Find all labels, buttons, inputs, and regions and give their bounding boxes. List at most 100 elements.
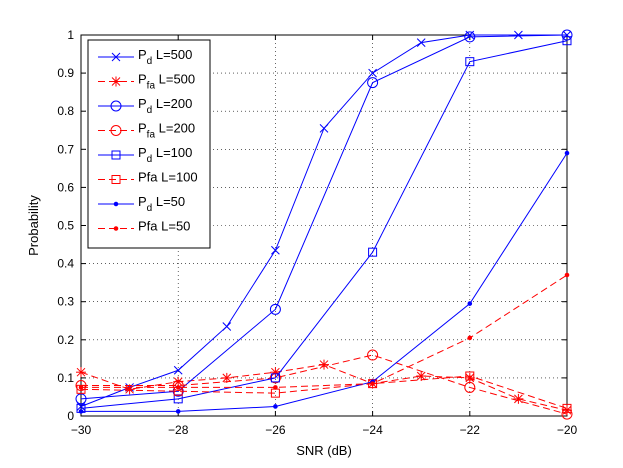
- legend-box: [87, 39, 211, 249]
- legend-swatch-marker: [111, 150, 121, 160]
- data-point: [416, 38, 426, 47]
- data-point: [222, 322, 232, 331]
- legend-label: Pfa L=500: [138, 72, 195, 92]
- series-line: [81, 274, 568, 388]
- data-point: [467, 335, 473, 341]
- legend-label-main: P: [138, 145, 147, 160]
- legend-swatch-marker: [113, 226, 119, 231]
- data-point: [467, 301, 473, 306]
- legend-entry: Pfa L=200: [98, 121, 195, 141]
- data-point: [368, 247, 378, 257]
- data-point: [464, 372, 475, 383]
- legend-swatch-marker: [111, 76, 121, 87]
- data-point: [269, 303, 281, 315]
- series-1: [76, 359, 572, 416]
- legend-label-subscript: d: [147, 203, 153, 214]
- data-point: [78, 385, 84, 390]
- legend-label-rest: L=500: [152, 47, 192, 62]
- data-point: [464, 381, 476, 393]
- legend-label-main: P: [138, 47, 147, 62]
- data-point: [76, 367, 86, 378]
- legend-entry: Pd L=100: [98, 145, 192, 165]
- x-axis-ticks: −30 −28 −26 −24 −22 −20: [71, 35, 578, 437]
- x-tick-label: −30: [71, 423, 92, 437]
- y-tick-label: 0.7: [57, 142, 74, 156]
- series-line: [80, 34, 568, 400]
- x-tick-label: −28: [168, 423, 189, 437]
- legend-entry: Pfa L=100: [98, 170, 198, 185]
- legend-swatch-marker: [110, 100, 122, 112]
- legend-entry: Pfa L=500: [98, 72, 195, 92]
- legend-label: Pd L=100: [138, 145, 192, 165]
- x-tick-label: −22: [460, 423, 481, 437]
- legend-label-rest: L=50: [158, 219, 191, 234]
- x-axis-label: SNR (dB): [296, 443, 352, 458]
- legend-swatch-marker: [111, 52, 121, 62]
- legend-label-main: P: [138, 121, 147, 136]
- data-point: [175, 409, 181, 414]
- y-tick-label: 1: [67, 28, 74, 42]
- y-axis-ticks: 0 0.1 0.2 0.3 0.4 0.5 0.6 0.7 0.8 0.9 1: [57, 28, 567, 423]
- legend-label-rest: L=100: [158, 170, 198, 185]
- data-point: [172, 380, 184, 392]
- legend-entry: Pd L=500: [98, 47, 192, 67]
- legend-label-subscript: d: [147, 56, 153, 67]
- series-line: [81, 152, 568, 412]
- data-point: [465, 371, 475, 381]
- data-point: [561, 29, 573, 41]
- data-point: [564, 272, 570, 278]
- legend-label-rest: L=50: [152, 194, 185, 209]
- legend-entry: Pfa L=50: [98, 219, 190, 234]
- data-point: [562, 403, 572, 413]
- data-point: [513, 393, 524, 404]
- legend-label-rest: L=100: [152, 145, 192, 160]
- y-tick-label: 0.2: [57, 333, 74, 347]
- data-point: [368, 68, 377, 78]
- data-point: [173, 365, 183, 375]
- data-point: [416, 370, 427, 381]
- legend-label-main: P: [138, 96, 147, 111]
- data-point: [562, 36, 572, 46]
- data-point: [175, 385, 181, 390]
- legend-label: Pfa L=100: [138, 170, 198, 185]
- y-tick-label: 0.5: [57, 219, 74, 233]
- legend-entry: Pd L=200: [98, 96, 192, 116]
- y-axis-label: Probability: [26, 195, 41, 256]
- data-point: [319, 123, 329, 133]
- data-point: [75, 393, 87, 405]
- legend-label-main: Pfa: [138, 170, 158, 185]
- data-point: [319, 359, 329, 370]
- legend-label: Pfa L=200: [138, 121, 195, 141]
- series-line: [80, 40, 568, 409]
- series-5: [76, 371, 572, 413]
- legend-swatch-marker: [113, 201, 119, 207]
- x-tick-label: −24: [362, 423, 383, 437]
- legend-label-subscript: fa: [147, 130, 156, 141]
- legend-label: Pd L=200: [138, 96, 192, 116]
- data-point: [271, 245, 280, 255]
- series-group: [75, 29, 573, 420]
- legend-label-rest: L=500: [155, 72, 195, 87]
- legend-label-main: P: [138, 72, 147, 87]
- data-point: [564, 150, 570, 156]
- series-line: [81, 354, 568, 415]
- y-tick-label: 0.3: [57, 295, 74, 309]
- y-tick-label: 0.8: [57, 104, 74, 118]
- x-tick-label: −20: [557, 423, 578, 437]
- legend-label-subscript: d: [147, 154, 153, 165]
- data-point: [75, 380, 87, 392]
- legend-label-subscript: d: [147, 105, 153, 116]
- x-tick-label: −26: [265, 423, 286, 437]
- data-point: [78, 409, 84, 414]
- series-line: [80, 375, 568, 409]
- data-point: [367, 349, 379, 361]
- y-tick-label: 0.9: [57, 66, 74, 80]
- legend-entry: Pd L=50: [98, 194, 185, 214]
- y-tick-label: 0.4: [57, 257, 74, 271]
- data-point: [76, 402, 86, 411]
- data-point: [465, 57, 475, 67]
- legend-label-main: Pfa: [138, 219, 158, 234]
- series-7: [78, 272, 570, 390]
- data-point: [273, 404, 278, 409]
